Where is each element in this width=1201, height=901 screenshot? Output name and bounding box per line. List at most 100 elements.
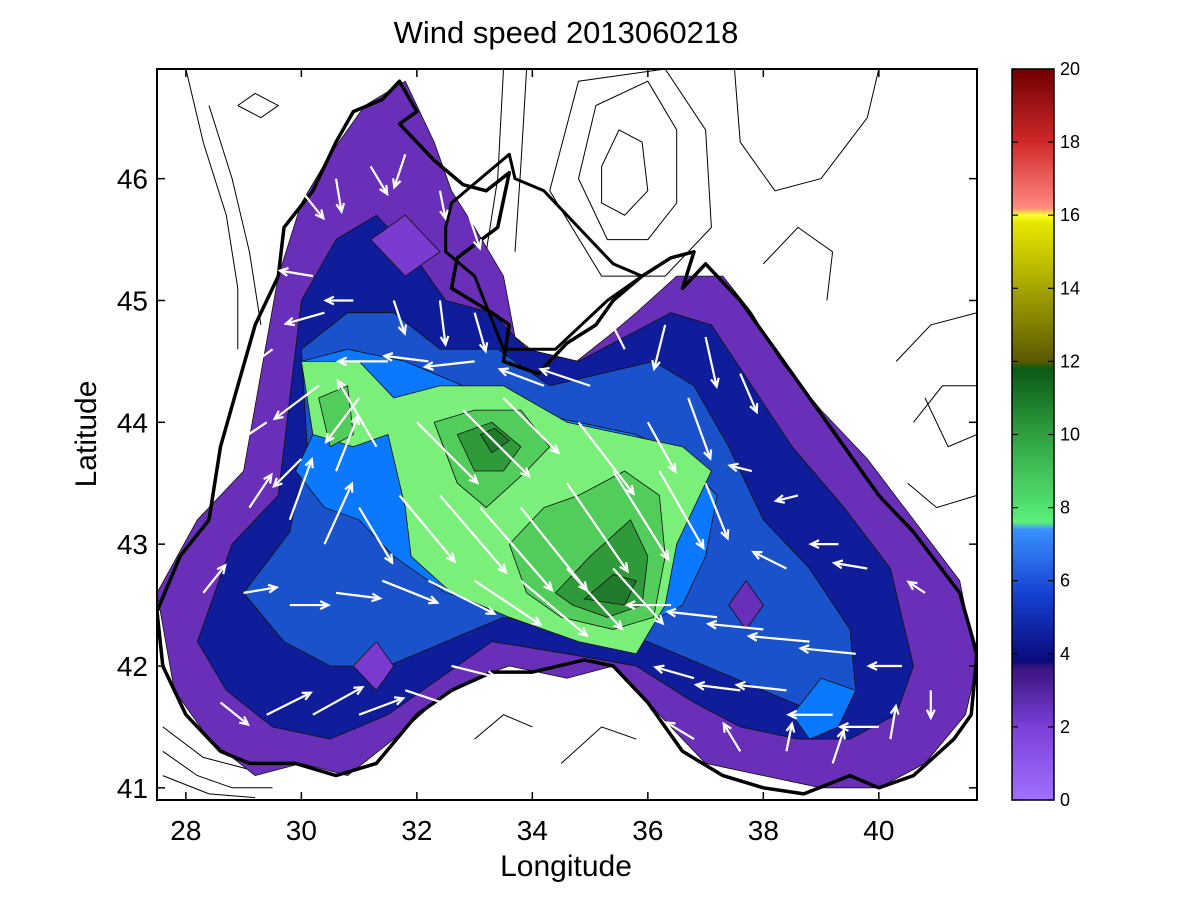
wind-vector-shaft	[800, 647, 856, 655]
wind-vector-13	[324, 397, 360, 444]
y-tick-label-4: 45	[117, 285, 148, 316]
wind-vector-head	[831, 559, 844, 570]
wind-vector-head	[653, 614, 665, 626]
wind-vector-8	[392, 300, 408, 336]
coastline	[157, 79, 977, 796]
wind-vector-14	[335, 356, 388, 367]
wind-vector-head	[746, 631, 758, 642]
wind-vector-head	[837, 721, 849, 732]
wind-vector-45	[202, 563, 227, 594]
wind-vector-shaft	[519, 506, 588, 591]
wind-vector-head	[319, 600, 331, 610]
wind-vector-head	[786, 709, 798, 720]
wind-vector-76	[889, 703, 900, 740]
wind-vector-head	[664, 721, 676, 731]
wind-vector-shaft	[907, 580, 926, 594]
wind-vector-shaft	[834, 561, 868, 570]
wind-vector-head	[695, 538, 705, 551]
wind-vector-75	[831, 728, 846, 764]
background-contour-12	[162, 750, 273, 789]
wind-vector-head	[577, 627, 589, 638]
wind-vector-head	[353, 685, 365, 696]
wind-vector-63	[312, 685, 365, 716]
wind-vector-shaft	[427, 579, 495, 615]
colorbar-tick-label-2: 4	[1060, 644, 1070, 664]
wind-vector-30	[248, 472, 273, 509]
wind-vector-head	[659, 549, 670, 562]
wind-vector-shaft	[785, 723, 794, 752]
wind-vector-51	[473, 579, 543, 627]
wind-vector-shaft	[249, 348, 274, 367]
wind-vector-shaft	[667, 610, 718, 619]
background-contour-9	[895, 312, 977, 362]
wind-vectors	[202, 153, 936, 764]
wind-vector-head	[710, 377, 720, 390]
wind-vector-head	[667, 462, 677, 475]
background-contour-5	[578, 80, 678, 241]
colorbar-tick-label-6: 12	[1060, 351, 1080, 371]
wind-vector-56	[665, 607, 718, 619]
wind-vector-head	[381, 351, 394, 362]
wind-vector-head	[543, 581, 554, 593]
wind-vector-70	[786, 709, 833, 720]
wind-vector-head	[392, 178, 402, 190]
x-tick-label-6: 40	[863, 815, 894, 846]
wind-vector-shaft	[358, 507, 394, 564]
wind-vector-head	[866, 661, 878, 671]
wind-vector-77	[925, 690, 936, 721]
wind-vector-head	[428, 595, 440, 605]
wind-vector-shaft	[775, 494, 799, 502]
wind-vector-shaft	[736, 683, 787, 692]
wind-vector-head	[722, 721, 732, 733]
wind-vector-29	[739, 373, 759, 415]
wind-vector-64	[358, 696, 406, 716]
colorbar-tick-label-3: 6	[1060, 571, 1070, 591]
wind-vector-54	[612, 567, 665, 626]
wind-vector-shaft	[335, 591, 381, 600]
x-tick-label-5: 38	[748, 815, 779, 846]
wind-vector-head	[301, 691, 313, 701]
wind-vector-shaft	[424, 360, 475, 368]
wind-vector-48	[335, 591, 383, 603]
wind-vector-7	[323, 295, 354, 306]
wind-vector-16	[422, 360, 475, 371]
background-contour-4	[601, 129, 649, 216]
wind-vector-shaft	[323, 483, 353, 545]
wind-vector-shaft	[752, 551, 787, 570]
wind-vector-1	[334, 178, 346, 215]
wind-vector-shaft	[658, 470, 705, 549]
wind-vector-62	[266, 691, 313, 716]
x-tick-label-2: 32	[401, 815, 432, 846]
wind-vector-head	[906, 580, 918, 591]
wind-vector-head	[248, 357, 260, 368]
wind-vector-shaft	[696, 683, 741, 692]
black-sea-coastline	[157, 79, 977, 796]
wind-vector-head	[335, 202, 346, 215]
wind-vector-57	[705, 619, 764, 631]
wind-speed-region-14	[352, 640, 395, 692]
wind-vector-34	[398, 494, 457, 564]
wind-vector-33	[358, 507, 394, 565]
wind-vector-shaft	[646, 421, 677, 473]
x-tick-label-3: 34	[517, 815, 548, 846]
wind-vector-head	[624, 600, 636, 610]
wind-vector-shaft	[473, 312, 487, 352]
wind-vector-shaft	[334, 178, 343, 212]
wind-vector-head	[216, 563, 227, 575]
wind-vector-shaft	[831, 730, 845, 764]
colorbar-tick-label-4: 8	[1060, 498, 1070, 518]
wind-vector-shaft	[653, 324, 667, 370]
wind-vector-head	[379, 184, 389, 197]
wind-vector-shaft	[473, 579, 542, 626]
background-contour-3	[514, 69, 528, 252]
background-contour-10	[913, 385, 977, 423]
wind-vector-head	[439, 335, 450, 347]
wind-vector-head	[836, 728, 846, 740]
wind-vector-42	[727, 462, 753, 473]
wind-vector-head	[538, 367, 550, 377]
x-tick-label-0: 28	[170, 815, 201, 846]
background-contour-15	[474, 714, 533, 740]
background-contour-2	[485, 69, 504, 252]
wind-vector-shaft	[273, 458, 303, 488]
wind-vector-head	[531, 616, 543, 627]
